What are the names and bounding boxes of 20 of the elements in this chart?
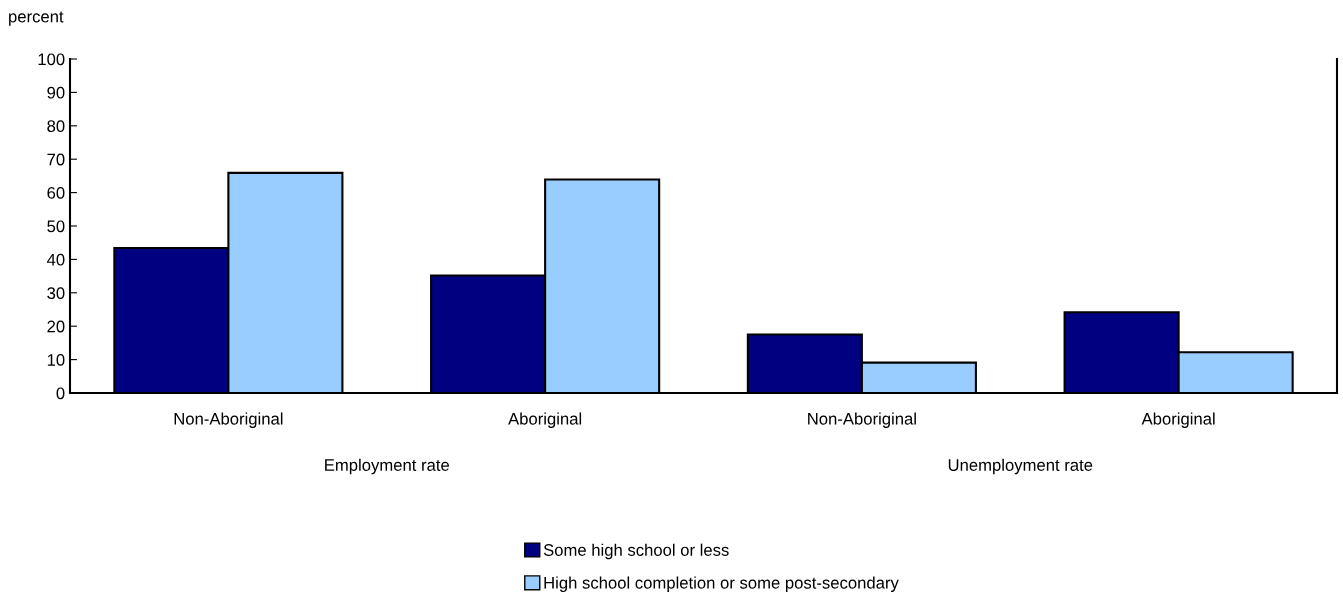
legend-label: Some high school or less bbox=[543, 543, 729, 560]
y-tick-label: 0 bbox=[56, 387, 65, 400]
x-tick-label: Non-Aboriginal bbox=[174, 412, 283, 428]
y-axis-title: percent bbox=[9, 11, 64, 26]
text: Unemployment rate bbox=[948, 458, 1093, 475]
y-tick-label: 90 bbox=[47, 86, 65, 99]
y-tick-label: 80 bbox=[47, 120, 65, 132]
y-tick-label: 100 bbox=[38, 53, 65, 66]
y-tick-label: 20 bbox=[47, 320, 65, 333]
y-tick-label: 40 bbox=[46, 253, 65, 266]
legend-label: High school completion or some post-secondary bbox=[544, 576, 899, 592]
x-tick-label: Aboriginal bbox=[1141, 412, 1215, 428]
y-tick-label: 70 bbox=[47, 153, 65, 166]
y-tick-label: 60 bbox=[47, 187, 65, 199]
y-tick-label: 30 bbox=[47, 287, 65, 299]
y-tick-label: 10 bbox=[47, 354, 65, 366]
x-tick-label: Non-Aboriginal bbox=[808, 412, 916, 428]
y-tick-label: 50 bbox=[47, 220, 65, 233]
x-tick-label: Aboriginal bbox=[508, 412, 582, 428]
text: Employment rate bbox=[325, 458, 449, 475]
